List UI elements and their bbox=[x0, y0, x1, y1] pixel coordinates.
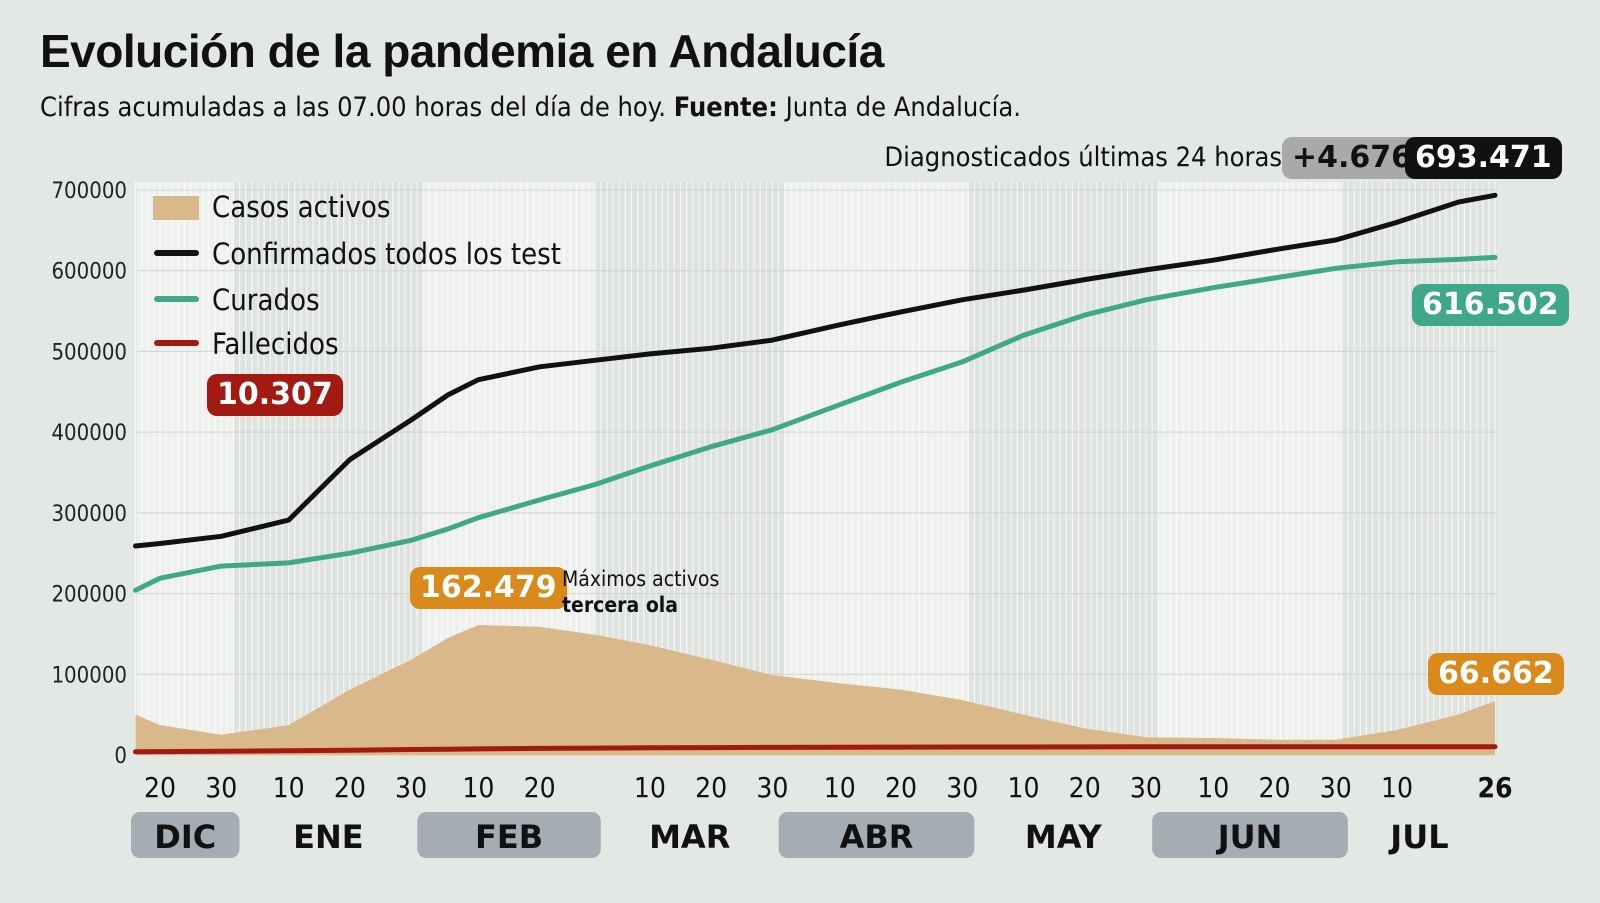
x-tick-label: 26 bbox=[1477, 771, 1512, 804]
x-tick-label: 30 bbox=[756, 771, 788, 804]
month-pill-abr bbox=[778, 812, 975, 858]
y-tick-label: 700000 bbox=[51, 179, 127, 204]
x-tick-label: 10 bbox=[824, 771, 856, 804]
month-label-feb: FEB bbox=[475, 818, 543, 856]
month-label-mar: MAR bbox=[649, 818, 730, 856]
x-tick-label: 20 bbox=[334, 771, 366, 804]
y-tick-label: 0 bbox=[114, 744, 127, 769]
curados-value-badge: 616.502 bbox=[1412, 284, 1569, 326]
line-curados bbox=[133, 254, 1498, 593]
y-tick-label: 300000 bbox=[51, 502, 127, 527]
x-tick-label: 10 bbox=[462, 771, 494, 804]
x-tick-label: 20 bbox=[1069, 771, 1101, 804]
diagnosticados-label: Diagnosticados últimas 24 horas bbox=[884, 142, 1282, 173]
month-band-ene bbox=[233, 182, 424, 755]
month-label-ene: ENE bbox=[293, 818, 364, 856]
legend-activos: Casos activos bbox=[212, 190, 391, 224]
x-tick-label: 10 bbox=[634, 771, 666, 804]
x-tick-label: 30 bbox=[205, 771, 237, 804]
x-tick-label: 20 bbox=[695, 771, 727, 804]
max-activos-note: Máximos activos tercera ola bbox=[562, 566, 719, 618]
y-tick-label: 600000 bbox=[51, 260, 127, 285]
month-label-jul: JUL bbox=[1388, 818, 1448, 856]
legend-confirmados: Confirmados todos los test bbox=[212, 237, 561, 271]
total-badge: 693.471 bbox=[1405, 137, 1562, 179]
x-tick-label: 20 bbox=[524, 771, 556, 804]
y-tick-label: 400000 bbox=[51, 421, 127, 446]
x-tick-label: 30 bbox=[946, 771, 978, 804]
x-tick-label: 10 bbox=[273, 771, 305, 804]
month-pill-feb bbox=[417, 812, 601, 858]
x-tick-label: 10 bbox=[1381, 771, 1413, 804]
delta-badge: +4.676 bbox=[1282, 137, 1423, 179]
legend-swatch-activos bbox=[153, 196, 199, 220]
month-label-dic: DIC bbox=[154, 818, 216, 856]
x-tick-label: 30 bbox=[395, 771, 427, 804]
x-tick-label: 30 bbox=[1320, 771, 1352, 804]
legend-curados: Curados bbox=[212, 283, 320, 317]
month-pill-dic bbox=[131, 812, 240, 858]
source-label: Fuente: bbox=[673, 92, 778, 123]
source: Junta de Andalucía. bbox=[785, 92, 1021, 123]
x-tick-label: 10 bbox=[1197, 771, 1229, 804]
activos-value-badge: 66.662 bbox=[1428, 653, 1564, 695]
note-line-1: Máximos activos bbox=[562, 567, 720, 591]
page-title: Evolución de la pandemia en Andalucía bbox=[40, 25, 884, 77]
y-tick-label: 100000 bbox=[51, 663, 127, 688]
x-tick-label: 20 bbox=[885, 771, 917, 804]
x-tick-label: 30 bbox=[1130, 771, 1162, 804]
line-fallecidos bbox=[133, 744, 1498, 755]
month-label-jun: JUN bbox=[1216, 818, 1283, 856]
note-line-2: tercera ola bbox=[562, 593, 679, 617]
month-pill-jun bbox=[1152, 812, 1348, 858]
fallecidos-value-badge: 10.307 bbox=[207, 374, 343, 416]
line-confirmados bbox=[133, 192, 1498, 549]
area-casos-activos bbox=[135, 625, 1495, 755]
max-activos-badge: 162.479 bbox=[410, 567, 567, 609]
month-label-may: MAY bbox=[1025, 818, 1103, 856]
x-tick-label: 20 bbox=[144, 771, 176, 804]
legend-fallecidos: Fallecidos bbox=[212, 327, 339, 361]
y-tick-label: 500000 bbox=[51, 340, 127, 365]
month-band-may bbox=[968, 182, 1159, 755]
y-tick-label: 200000 bbox=[51, 583, 127, 608]
x-tick-label: 10 bbox=[1007, 771, 1039, 804]
x-tick-label: 20 bbox=[1259, 771, 1291, 804]
month-label-abr: ABR bbox=[840, 818, 914, 856]
subtitle-text: Cifras acumuladas a las 07.00 horas del … bbox=[40, 92, 667, 123]
subtitle: Cifras acumuladas a las 07.00 horas del … bbox=[40, 92, 1021, 123]
